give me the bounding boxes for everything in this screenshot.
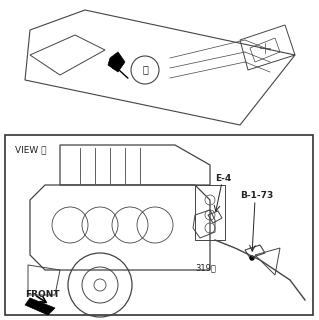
Bar: [5, 135, 313, 315]
Text: FRONT: FRONT: [25, 290, 60, 299]
Text: ⓟ: ⓟ: [142, 66, 148, 75]
Text: B-1-73: B-1-73: [240, 190, 273, 199]
Text: VIEW ⓟ: VIEW ⓟ: [15, 145, 47, 154]
Polygon shape: [25, 298, 55, 315]
Text: 319Ⓑ: 319Ⓑ: [195, 263, 216, 273]
Polygon shape: [108, 52, 125, 72]
Circle shape: [250, 256, 254, 260]
Text: E-4: E-4: [215, 173, 231, 182]
